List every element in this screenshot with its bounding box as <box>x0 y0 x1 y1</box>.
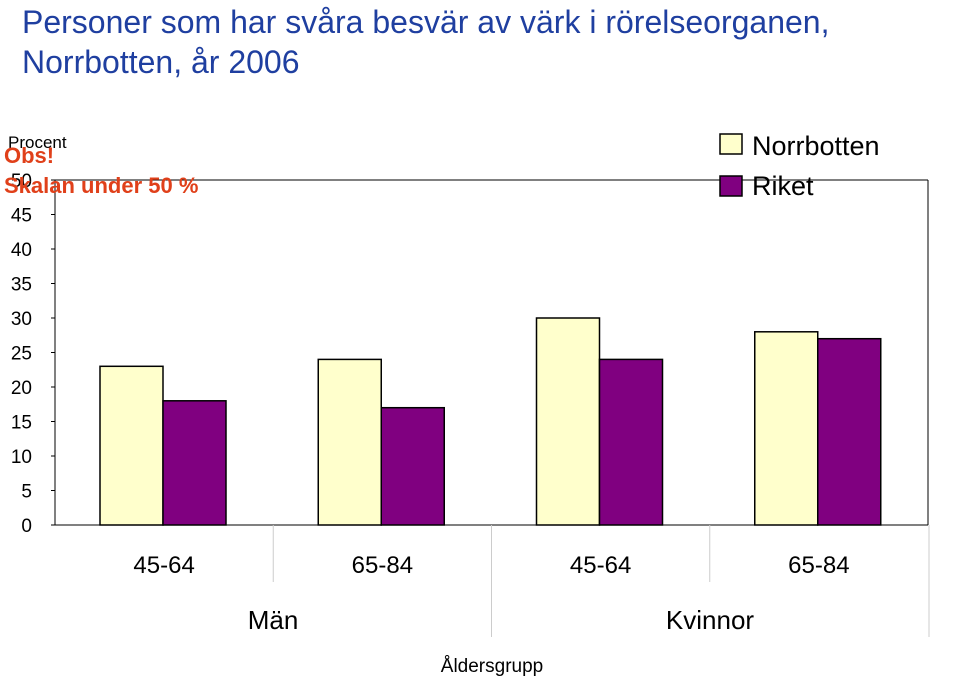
legend-label-norrbotten: Norrbotten <box>752 131 880 161</box>
x-category-labels: 45-64 65-84 45-64 65-84 <box>133 552 849 579</box>
y-tick-label: 30 <box>11 309 32 330</box>
scale-note-obs: Obs! <box>4 143 54 168</box>
x-category-label: 65-84 <box>352 552 413 579</box>
legend-label-riket: Riket <box>752 171 814 201</box>
bar-riket-1 <box>162 400 227 526</box>
bar-riket-4 <box>817 337 882 526</box>
chart-title: Personer som har svåra besvär av värk i … <box>22 2 952 82</box>
y-tick-label: 20 <box>11 378 32 399</box>
bar-norrbotten-2 <box>317 358 382 526</box>
x-category-label: 45-64 <box>133 552 194 579</box>
legend-swatch-riket <box>719 175 743 197</box>
x-category-label: 65-84 <box>788 552 849 579</box>
y-tick-label: 5 <box>21 482 32 503</box>
y-axis-ticks: 0 5 10 15 20 25 30 35 40 45 50 <box>11 171 55 537</box>
bar-norrbotten-4 <box>754 331 819 526</box>
y-tick-label: 10 <box>11 447 32 468</box>
y-axis-label: Procent <box>8 133 67 152</box>
chart-title-line1: Personer som har svåra besvär av värk i … <box>22 4 830 40</box>
y-tick-label: 15 <box>11 413 32 434</box>
x-axis-label: Åldersgrupp <box>441 656 543 677</box>
group-label-kvinnor: Kvinnor <box>666 605 754 635</box>
chart-title-line2: Norrbotten, år 2006 <box>22 44 300 80</box>
bar-norrbotten-1 <box>99 365 164 526</box>
y-tick-label: 0 <box>21 516 32 537</box>
bar-norrbotten-3 <box>535 317 601 526</box>
group-label-man: Män <box>248 605 299 635</box>
y-tick-label: 50 <box>11 171 32 192</box>
x-category-label: 45-64 <box>570 552 631 579</box>
bar-riket-3 <box>598 358 664 526</box>
bars <box>99 317 882 526</box>
scale-note-text: Skalan under 50 % <box>4 173 198 198</box>
legend-swatch-norrbotten <box>719 133 743 155</box>
y-tick-label: 45 <box>11 206 32 227</box>
y-tick-label: 25 <box>11 344 32 365</box>
bar-riket-2 <box>380 406 445 526</box>
y-tick-label: 40 <box>11 240 32 261</box>
legend: Norrbotten Riket <box>719 131 880 201</box>
y-tick-label: 35 <box>11 275 32 296</box>
